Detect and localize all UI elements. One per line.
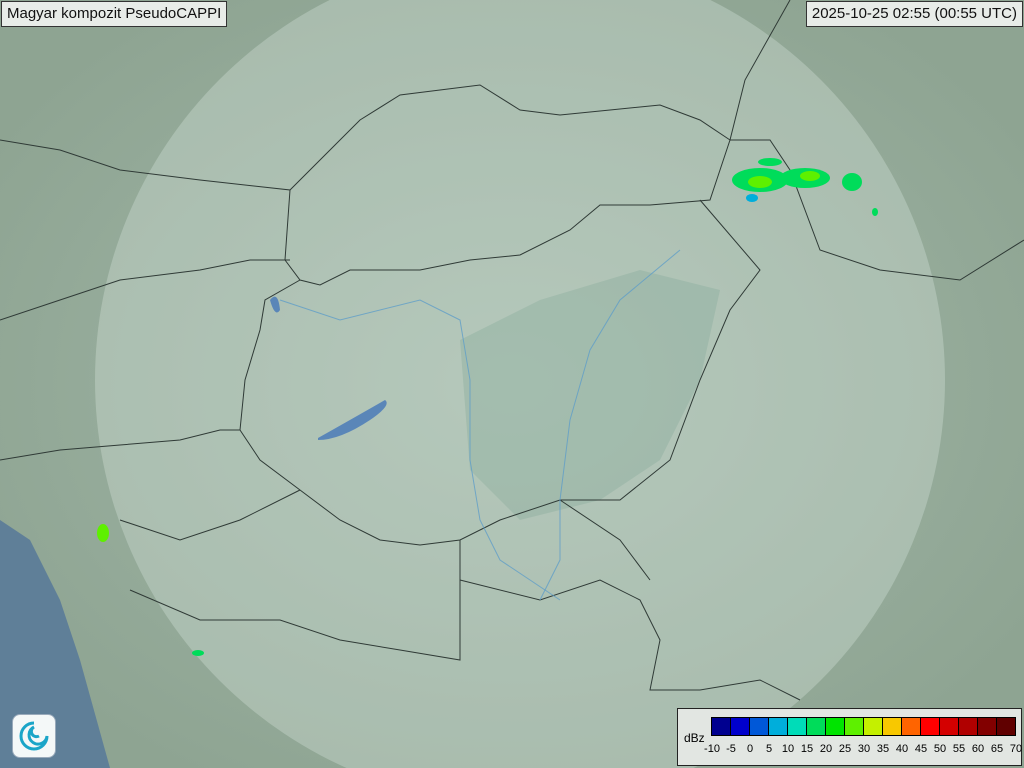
legend-tick-label: 10 [781, 743, 795, 755]
legend-swatch [902, 718, 921, 735]
legend-swatch [788, 718, 807, 735]
product-title: Magyar kompozit PseudoCAPPI [1, 1, 228, 27]
legend-tick-label: -10 [704, 743, 720, 755]
legend-swatch [769, 718, 788, 735]
legend-swatch [940, 718, 959, 735]
country-borders [0, 0, 1024, 701]
legend-swatch [807, 718, 826, 735]
legend-tick-label: -5 [726, 743, 736, 755]
adriatic-sea [0, 520, 110, 768]
timestamp: 2025-10-25 02:55 (00:55 UTC) [805, 1, 1023, 27]
legend-tick-label: 30 [857, 743, 871, 755]
legend-tick-label: 15 [800, 743, 814, 755]
legend-swatch [921, 718, 940, 735]
great-plain [460, 270, 720, 520]
legend-tick-label: 55 [952, 743, 966, 755]
legend-swatch [826, 718, 845, 735]
legend-swatch [864, 718, 883, 735]
legend-tick-label: 5 [765, 743, 773, 755]
dbz-color-legend: dBz -10 -5 0 5 10 15 20 25 30 35 40 45 50 55 60 65 70 [677, 708, 1022, 766]
legend-tick-label: 25 [838, 743, 852, 755]
legend-tick-label: 35 [876, 743, 890, 755]
legend-swatch [750, 718, 769, 735]
legend-swatch [883, 718, 902, 735]
rivers [279, 249, 681, 601]
legend-swatch [712, 718, 731, 735]
legend-swatch [978, 718, 997, 735]
legend-swatch [959, 718, 978, 735]
legend-tick-label: 40 [895, 743, 909, 755]
legend-tick-label: 65 [990, 743, 1004, 755]
legend-tick-label: 0 [746, 743, 754, 755]
legend-tick-label: 20 [819, 743, 833, 755]
legend-unit: dBz [684, 731, 705, 745]
lake-balaton [318, 400, 387, 440]
legend-swatch [845, 718, 864, 735]
legend-tick-label: 45 [914, 743, 928, 755]
legend-color-bar [711, 717, 1016, 736]
radar-coverage-area [95, 0, 945, 768]
legend-tick-label: 70 [1009, 743, 1023, 755]
legend-tick-label: 50 [933, 743, 947, 755]
legend-swatch [731, 718, 750, 735]
met-service-swirl-icon [12, 714, 56, 758]
legend-tick-label: 60 [971, 743, 985, 755]
precipitation-echoes [97, 158, 878, 656]
lake-neusiedl [270, 296, 280, 313]
legend-swatch [997, 718, 1015, 735]
